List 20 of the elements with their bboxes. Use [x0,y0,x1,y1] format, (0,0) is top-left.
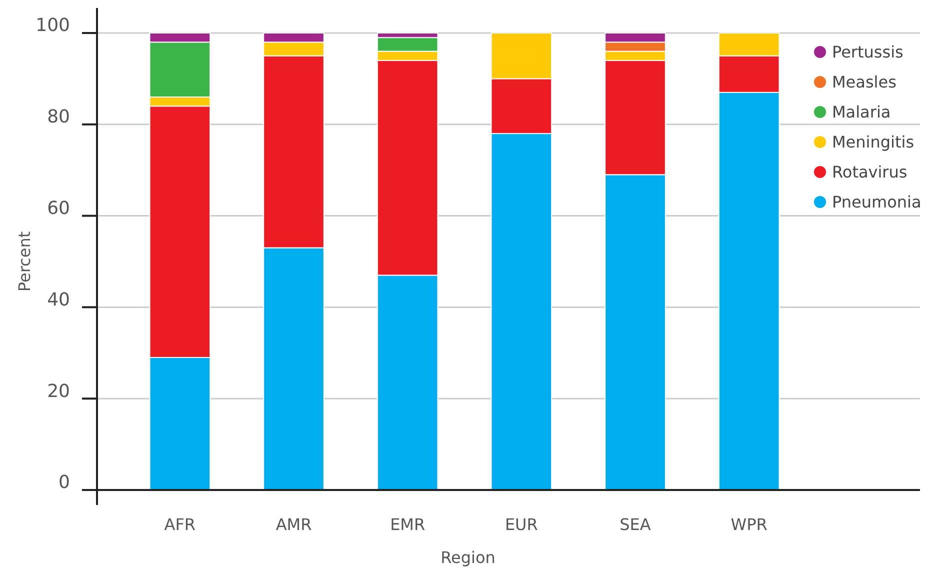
legend-label: Measles [832,72,896,92]
y-tick-label: 40 [47,289,70,310]
y-tick-label: 80 [47,106,70,128]
y-tick-label: 0 [58,472,70,494]
y-tick-label: 20 [47,380,70,402]
y-tick-label: 60 [47,198,70,219]
legend-label: Malaria [832,102,891,122]
y-axis-title: Percent [15,231,34,292]
x-tick-label: SEA [620,515,651,534]
legend-label: Meningitis [832,132,914,152]
legend-label: Pneumonia [832,192,922,212]
x-tick-label: AFR [164,515,196,534]
legend-label: Rotavirus [832,162,908,182]
x-axis-title: Region [440,548,496,567]
x-tick-label: WPR [730,515,768,534]
y-tick-label: 100 [36,15,70,36]
x-tick-label: EUR [504,515,538,534]
x-tick-label: EMR [390,515,426,534]
legend-label: Pertussis [832,42,904,62]
x-tick-label: AMR [276,515,312,534]
